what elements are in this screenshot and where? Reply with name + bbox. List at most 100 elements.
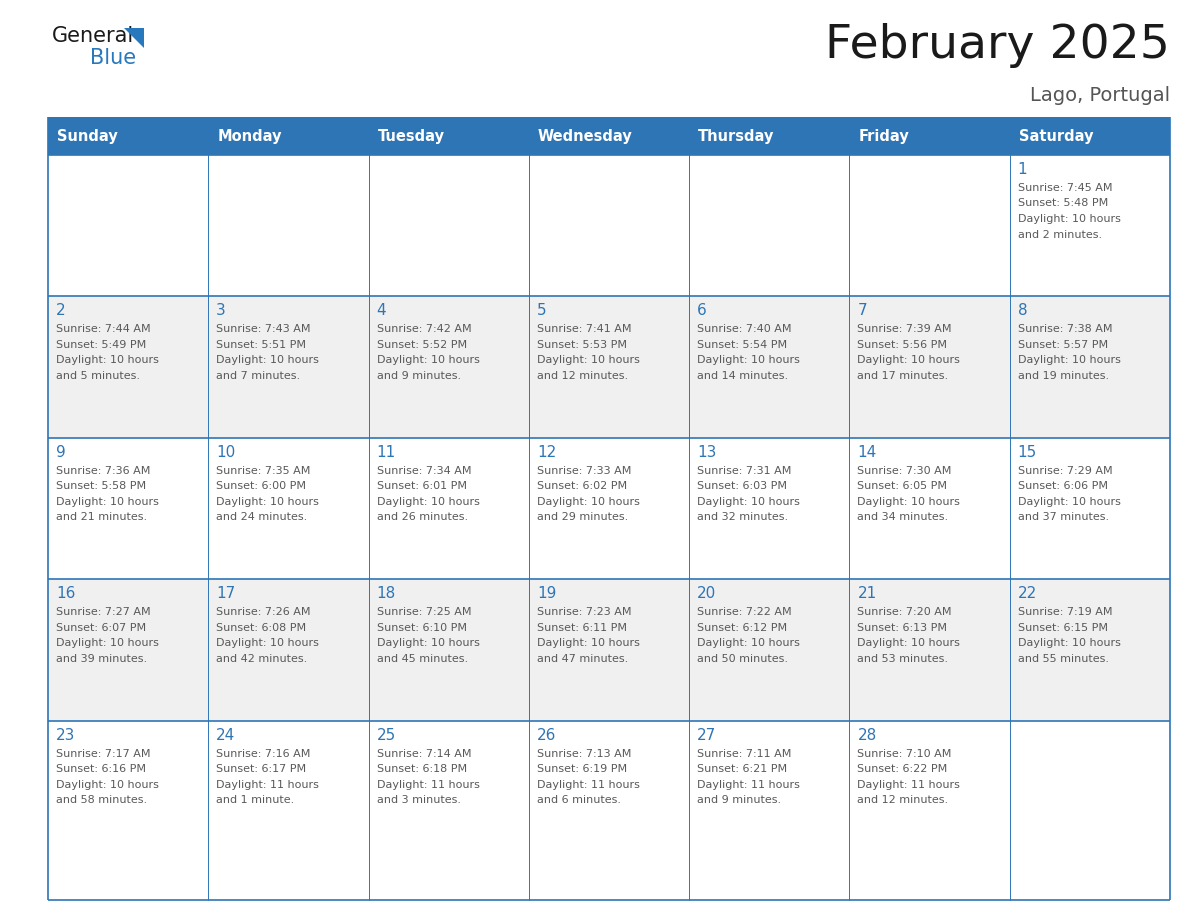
- Text: and 29 minutes.: and 29 minutes.: [537, 512, 628, 522]
- Text: Daylight: 11 hours: Daylight: 11 hours: [216, 779, 320, 789]
- Text: Sunrise: 7:26 AM: Sunrise: 7:26 AM: [216, 607, 311, 617]
- Text: Sunrise: 7:29 AM: Sunrise: 7:29 AM: [1018, 465, 1112, 476]
- Text: and 5 minutes.: and 5 minutes.: [56, 371, 140, 381]
- Text: 27: 27: [697, 728, 716, 743]
- Text: Sunset: 6:08 PM: Sunset: 6:08 PM: [216, 622, 307, 633]
- Text: and 24 minutes.: and 24 minutes.: [216, 512, 308, 522]
- Text: Daylight: 10 hours: Daylight: 10 hours: [697, 355, 800, 365]
- Text: and 9 minutes.: and 9 minutes.: [697, 795, 782, 805]
- Text: Sunrise: 7:34 AM: Sunrise: 7:34 AM: [377, 465, 472, 476]
- Bar: [48, 438, 1170, 579]
- Text: Friday: Friday: [859, 129, 909, 143]
- Text: and 37 minutes.: and 37 minutes.: [1018, 512, 1108, 522]
- Text: Daylight: 10 hours: Daylight: 10 hours: [216, 355, 320, 365]
- Text: 21: 21: [858, 587, 877, 601]
- Text: Daylight: 10 hours: Daylight: 10 hours: [56, 355, 159, 365]
- Text: and 47 minutes.: and 47 minutes.: [537, 654, 628, 664]
- Text: and 6 minutes.: and 6 minutes.: [537, 795, 621, 805]
- Text: Sunrise: 7:19 AM: Sunrise: 7:19 AM: [1018, 607, 1112, 617]
- Text: Sunset: 6:07 PM: Sunset: 6:07 PM: [56, 622, 146, 633]
- Text: Daylight: 10 hours: Daylight: 10 hours: [537, 497, 639, 507]
- Text: Sunrise: 7:43 AM: Sunrise: 7:43 AM: [216, 324, 311, 334]
- Bar: [48, 579, 1170, 721]
- Text: Sunset: 5:54 PM: Sunset: 5:54 PM: [697, 340, 788, 350]
- Text: 4: 4: [377, 304, 386, 319]
- Text: 19: 19: [537, 587, 556, 601]
- Text: Daylight: 10 hours: Daylight: 10 hours: [1018, 497, 1120, 507]
- Text: and 55 minutes.: and 55 minutes.: [1018, 654, 1108, 664]
- Text: February 2025: February 2025: [826, 23, 1170, 68]
- Text: Sunset: 6:12 PM: Sunset: 6:12 PM: [697, 622, 788, 633]
- Text: 13: 13: [697, 445, 716, 460]
- Text: and 17 minutes.: and 17 minutes.: [858, 371, 948, 381]
- Text: and 45 minutes.: and 45 minutes.: [377, 654, 468, 664]
- Text: Sunrise: 7:40 AM: Sunrise: 7:40 AM: [697, 324, 791, 334]
- Text: Daylight: 10 hours: Daylight: 10 hours: [56, 779, 159, 789]
- Text: Sunset: 6:11 PM: Sunset: 6:11 PM: [537, 622, 627, 633]
- Text: 5: 5: [537, 304, 546, 319]
- Text: and 42 minutes.: and 42 minutes.: [216, 654, 308, 664]
- Text: Daylight: 11 hours: Daylight: 11 hours: [377, 779, 480, 789]
- Text: 15: 15: [1018, 445, 1037, 460]
- Text: Daylight: 10 hours: Daylight: 10 hours: [697, 497, 800, 507]
- Text: 9: 9: [56, 445, 65, 460]
- Text: Daylight: 10 hours: Daylight: 10 hours: [537, 638, 639, 648]
- Text: Sunset: 6:03 PM: Sunset: 6:03 PM: [697, 481, 788, 491]
- Text: and 12 minutes.: and 12 minutes.: [537, 371, 628, 381]
- Text: and 9 minutes.: and 9 minutes.: [377, 371, 461, 381]
- Text: Sunrise: 7:23 AM: Sunrise: 7:23 AM: [537, 607, 631, 617]
- Bar: [48, 297, 1170, 438]
- Text: Sunset: 5:52 PM: Sunset: 5:52 PM: [377, 340, 467, 350]
- Text: Sunset: 5:51 PM: Sunset: 5:51 PM: [216, 340, 307, 350]
- Text: Daylight: 11 hours: Daylight: 11 hours: [858, 779, 960, 789]
- Text: Sunset: 6:01 PM: Sunset: 6:01 PM: [377, 481, 467, 491]
- Text: 20: 20: [697, 587, 716, 601]
- Text: Sunset: 6:22 PM: Sunset: 6:22 PM: [858, 764, 948, 774]
- Text: and 2 minutes.: and 2 minutes.: [1018, 230, 1101, 240]
- Text: Blue: Blue: [90, 48, 137, 68]
- Text: 24: 24: [216, 728, 235, 743]
- Text: 14: 14: [858, 445, 877, 460]
- Text: and 12 minutes.: and 12 minutes.: [858, 795, 948, 805]
- Text: 7: 7: [858, 304, 867, 319]
- Text: Daylight: 10 hours: Daylight: 10 hours: [1018, 355, 1120, 365]
- Text: 12: 12: [537, 445, 556, 460]
- Text: Sunrise: 7:35 AM: Sunrise: 7:35 AM: [216, 465, 310, 476]
- Text: Sunrise: 7:27 AM: Sunrise: 7:27 AM: [56, 607, 151, 617]
- Text: Sunset: 5:56 PM: Sunset: 5:56 PM: [858, 340, 947, 350]
- Text: and 53 minutes.: and 53 minutes.: [858, 654, 948, 664]
- Text: and 26 minutes.: and 26 minutes.: [377, 512, 468, 522]
- Text: Sunset: 6:19 PM: Sunset: 6:19 PM: [537, 764, 627, 774]
- Text: Sunset: 6:00 PM: Sunset: 6:00 PM: [216, 481, 307, 491]
- Text: Daylight: 10 hours: Daylight: 10 hours: [56, 497, 159, 507]
- Bar: [48, 155, 1170, 297]
- Text: Sunday: Sunday: [57, 129, 118, 143]
- Text: Daylight: 10 hours: Daylight: 10 hours: [537, 355, 639, 365]
- Text: Sunrise: 7:45 AM: Sunrise: 7:45 AM: [1018, 183, 1112, 193]
- Text: Lago, Portugal: Lago, Portugal: [1030, 86, 1170, 105]
- Text: Sunrise: 7:41 AM: Sunrise: 7:41 AM: [537, 324, 631, 334]
- Text: Sunrise: 7:44 AM: Sunrise: 7:44 AM: [56, 324, 151, 334]
- Text: and 50 minutes.: and 50 minutes.: [697, 654, 788, 664]
- Text: Sunrise: 7:10 AM: Sunrise: 7:10 AM: [858, 748, 952, 758]
- Text: Daylight: 10 hours: Daylight: 10 hours: [1018, 638, 1120, 648]
- Text: 3: 3: [216, 304, 226, 319]
- Text: Sunrise: 7:16 AM: Sunrise: 7:16 AM: [216, 748, 310, 758]
- Text: Sunset: 5:48 PM: Sunset: 5:48 PM: [1018, 198, 1108, 208]
- Text: 18: 18: [377, 587, 396, 601]
- Text: Sunrise: 7:33 AM: Sunrise: 7:33 AM: [537, 465, 631, 476]
- Text: 2: 2: [56, 304, 65, 319]
- Text: Daylight: 11 hours: Daylight: 11 hours: [697, 779, 800, 789]
- Text: Daylight: 10 hours: Daylight: 10 hours: [56, 638, 159, 648]
- Text: Sunrise: 7:11 AM: Sunrise: 7:11 AM: [697, 748, 791, 758]
- Text: 26: 26: [537, 728, 556, 743]
- Text: 11: 11: [377, 445, 396, 460]
- Text: Daylight: 10 hours: Daylight: 10 hours: [377, 638, 480, 648]
- Text: Sunrise: 7:30 AM: Sunrise: 7:30 AM: [858, 465, 952, 476]
- Text: Sunset: 6:18 PM: Sunset: 6:18 PM: [377, 764, 467, 774]
- Text: Sunset: 5:58 PM: Sunset: 5:58 PM: [56, 481, 146, 491]
- Text: Sunset: 6:17 PM: Sunset: 6:17 PM: [216, 764, 307, 774]
- Text: Sunset: 6:16 PM: Sunset: 6:16 PM: [56, 764, 146, 774]
- Text: Sunset: 6:02 PM: Sunset: 6:02 PM: [537, 481, 627, 491]
- Text: Daylight: 10 hours: Daylight: 10 hours: [1018, 214, 1120, 224]
